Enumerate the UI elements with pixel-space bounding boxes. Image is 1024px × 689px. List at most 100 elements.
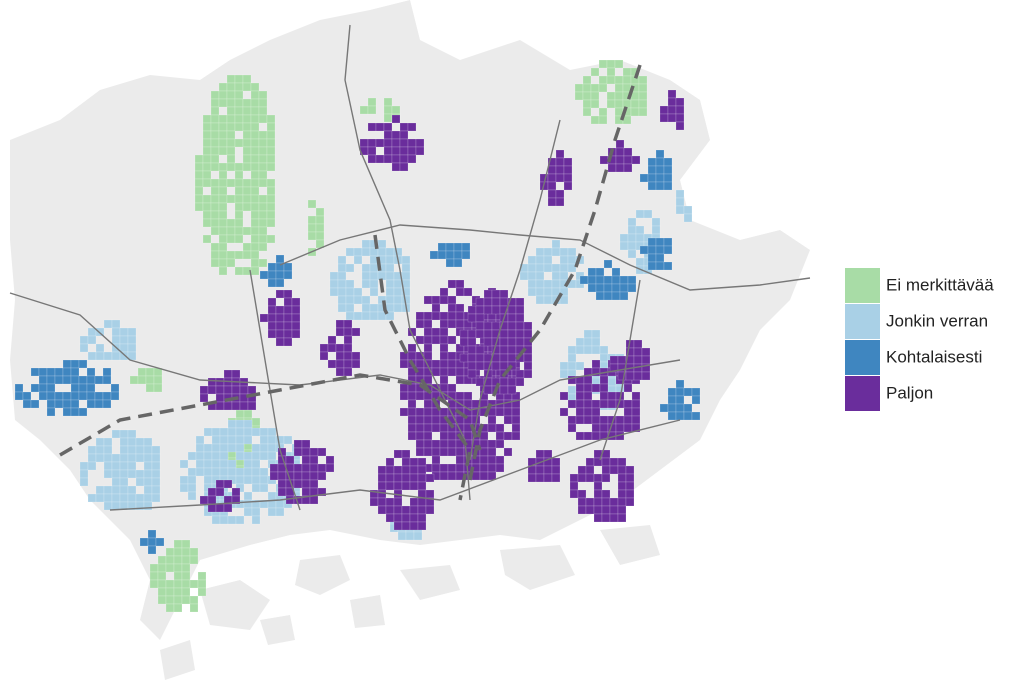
cell: [119, 343, 129, 353]
cell: [423, 343, 433, 353]
cell: [407, 423, 417, 433]
cell: [567, 361, 577, 371]
cell: [215, 503, 225, 513]
cell: [210, 90, 220, 100]
cell: [135, 493, 145, 503]
cell: [103, 453, 113, 463]
cell: [447, 383, 457, 393]
cell: [393, 473, 403, 483]
cell: [417, 481, 427, 491]
cell: [345, 247, 355, 257]
cell: [211, 515, 221, 525]
cell: [227, 435, 237, 445]
cell: [559, 271, 569, 281]
cell: [423, 423, 433, 433]
cell: [617, 473, 627, 483]
cell: [641, 347, 651, 357]
cell: [401, 481, 411, 491]
cell: [515, 369, 525, 379]
cell: [598, 107, 608, 117]
cell: [633, 355, 643, 365]
cell: [147, 529, 157, 539]
cell: [226, 178, 236, 188]
cell: [251, 515, 261, 525]
cell: [439, 287, 449, 297]
cell: [266, 138, 276, 148]
cell: [575, 431, 585, 441]
cell: [385, 457, 395, 467]
cell: [235, 409, 245, 419]
cell: [203, 451, 213, 461]
cell: [595, 267, 605, 277]
cell: [567, 423, 577, 433]
cell: [250, 90, 260, 100]
cell: [495, 439, 505, 449]
cell: [598, 83, 608, 93]
cell: [393, 295, 403, 305]
cell: [181, 563, 191, 573]
cell: [655, 261, 665, 271]
cell: [250, 130, 260, 140]
cell: [251, 417, 261, 427]
cell: [369, 247, 379, 257]
cell: [345, 311, 355, 321]
cell: [523, 353, 533, 363]
cell: [623, 155, 633, 165]
cell: [393, 465, 403, 475]
cell: [309, 479, 319, 489]
cell: [215, 487, 225, 497]
cell: [409, 513, 419, 523]
cell: [345, 263, 355, 273]
cell: [46, 383, 56, 393]
cell: [483, 337, 493, 347]
cell: [607, 399, 617, 409]
cell: [234, 122, 244, 132]
cell: [202, 154, 212, 164]
island: [200, 580, 270, 630]
cell: [543, 449, 553, 459]
cell: [266, 178, 276, 188]
cell: [591, 359, 601, 369]
cell: [234, 162, 244, 172]
cell: [219, 467, 229, 477]
cell: [391, 114, 401, 124]
cell: [455, 447, 465, 457]
cell: [307, 231, 317, 241]
cell: [218, 114, 228, 124]
cell: [385, 465, 395, 475]
cell: [417, 513, 427, 523]
cell: [119, 335, 129, 345]
cell: [423, 311, 433, 321]
cell: [667, 113, 677, 123]
cell: [215, 385, 225, 395]
cell: [559, 263, 569, 273]
legend-label: Jonkin verran: [886, 311, 988, 330]
cell: [385, 271, 395, 281]
cell: [455, 391, 465, 401]
cell: [590, 115, 600, 125]
cell: [606, 67, 616, 77]
cell: [235, 451, 245, 461]
cell: [675, 403, 685, 413]
cell: [243, 419, 253, 429]
cell: [301, 439, 311, 449]
cell: [223, 503, 233, 513]
cell: [627, 249, 637, 259]
cell: [507, 377, 517, 387]
cell: [87, 351, 97, 361]
cell: [663, 165, 673, 175]
cell: [234, 186, 244, 196]
cell: [385, 505, 395, 515]
cell: [215, 393, 225, 403]
cell: [633, 339, 643, 349]
rail: [468, 64, 642, 481]
cell: [591, 383, 601, 393]
cell: [483, 329, 493, 339]
cell: [606, 91, 616, 101]
cell: [369, 287, 379, 297]
cell: [218, 122, 228, 132]
cell: [218, 210, 228, 220]
cell: [559, 361, 569, 371]
cell: [590, 67, 600, 77]
cell: [95, 453, 105, 463]
